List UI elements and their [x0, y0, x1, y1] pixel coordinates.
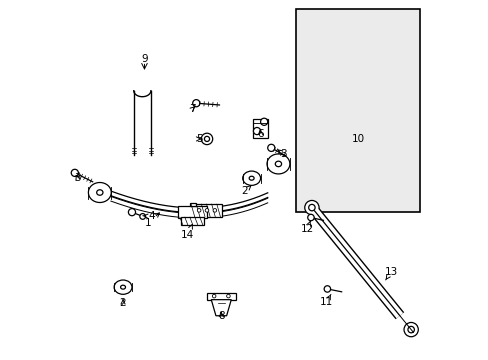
- Circle shape: [140, 213, 145, 219]
- Ellipse shape: [114, 280, 132, 294]
- Circle shape: [260, 118, 267, 125]
- Bar: [178, 206, 206, 217]
- Ellipse shape: [249, 176, 254, 180]
- Polygon shape: [211, 300, 231, 316]
- Circle shape: [324, 286, 330, 292]
- Bar: [189, 203, 195, 206]
- Ellipse shape: [97, 190, 103, 195]
- Circle shape: [128, 208, 135, 216]
- Circle shape: [304, 201, 318, 215]
- Text: 2: 2: [241, 186, 250, 197]
- Text: 3: 3: [277, 149, 286, 159]
- Text: 12: 12: [300, 221, 313, 234]
- Bar: [181, 217, 203, 225]
- Circle shape: [204, 136, 209, 141]
- Circle shape: [205, 208, 208, 212]
- Circle shape: [308, 204, 314, 211]
- Text: 13: 13: [384, 267, 397, 280]
- Circle shape: [403, 323, 417, 337]
- Text: 1: 1: [144, 213, 159, 228]
- Circle shape: [407, 327, 413, 333]
- Circle shape: [307, 214, 313, 221]
- Text: 14: 14: [181, 225, 194, 240]
- Circle shape: [192, 100, 200, 107]
- Text: 3: 3: [74, 173, 81, 183]
- Bar: [206, 293, 235, 300]
- Ellipse shape: [121, 285, 125, 289]
- Text: 8: 8: [218, 311, 224, 321]
- Circle shape: [213, 208, 216, 212]
- Circle shape: [71, 169, 78, 176]
- Text: 10: 10: [351, 134, 364, 144]
- Ellipse shape: [275, 161, 281, 167]
- Circle shape: [201, 133, 212, 145]
- Circle shape: [253, 127, 260, 135]
- Text: 9: 9: [141, 54, 147, 64]
- Circle shape: [226, 294, 230, 298]
- Circle shape: [267, 144, 274, 152]
- Ellipse shape: [88, 183, 111, 203]
- Ellipse shape: [242, 171, 260, 185]
- Circle shape: [212, 294, 216, 298]
- Text: 2: 2: [120, 298, 126, 308]
- Text: 4: 4: [142, 211, 155, 221]
- Circle shape: [197, 208, 201, 212]
- Ellipse shape: [266, 154, 289, 174]
- Bar: [252, 118, 268, 138]
- Bar: [191, 204, 222, 217]
- Text: 5: 5: [195, 134, 202, 144]
- Text: 6: 6: [257, 129, 264, 139]
- Bar: [296, 9, 419, 212]
- Text: 7: 7: [189, 104, 196, 113]
- Text: 11: 11: [319, 294, 333, 307]
